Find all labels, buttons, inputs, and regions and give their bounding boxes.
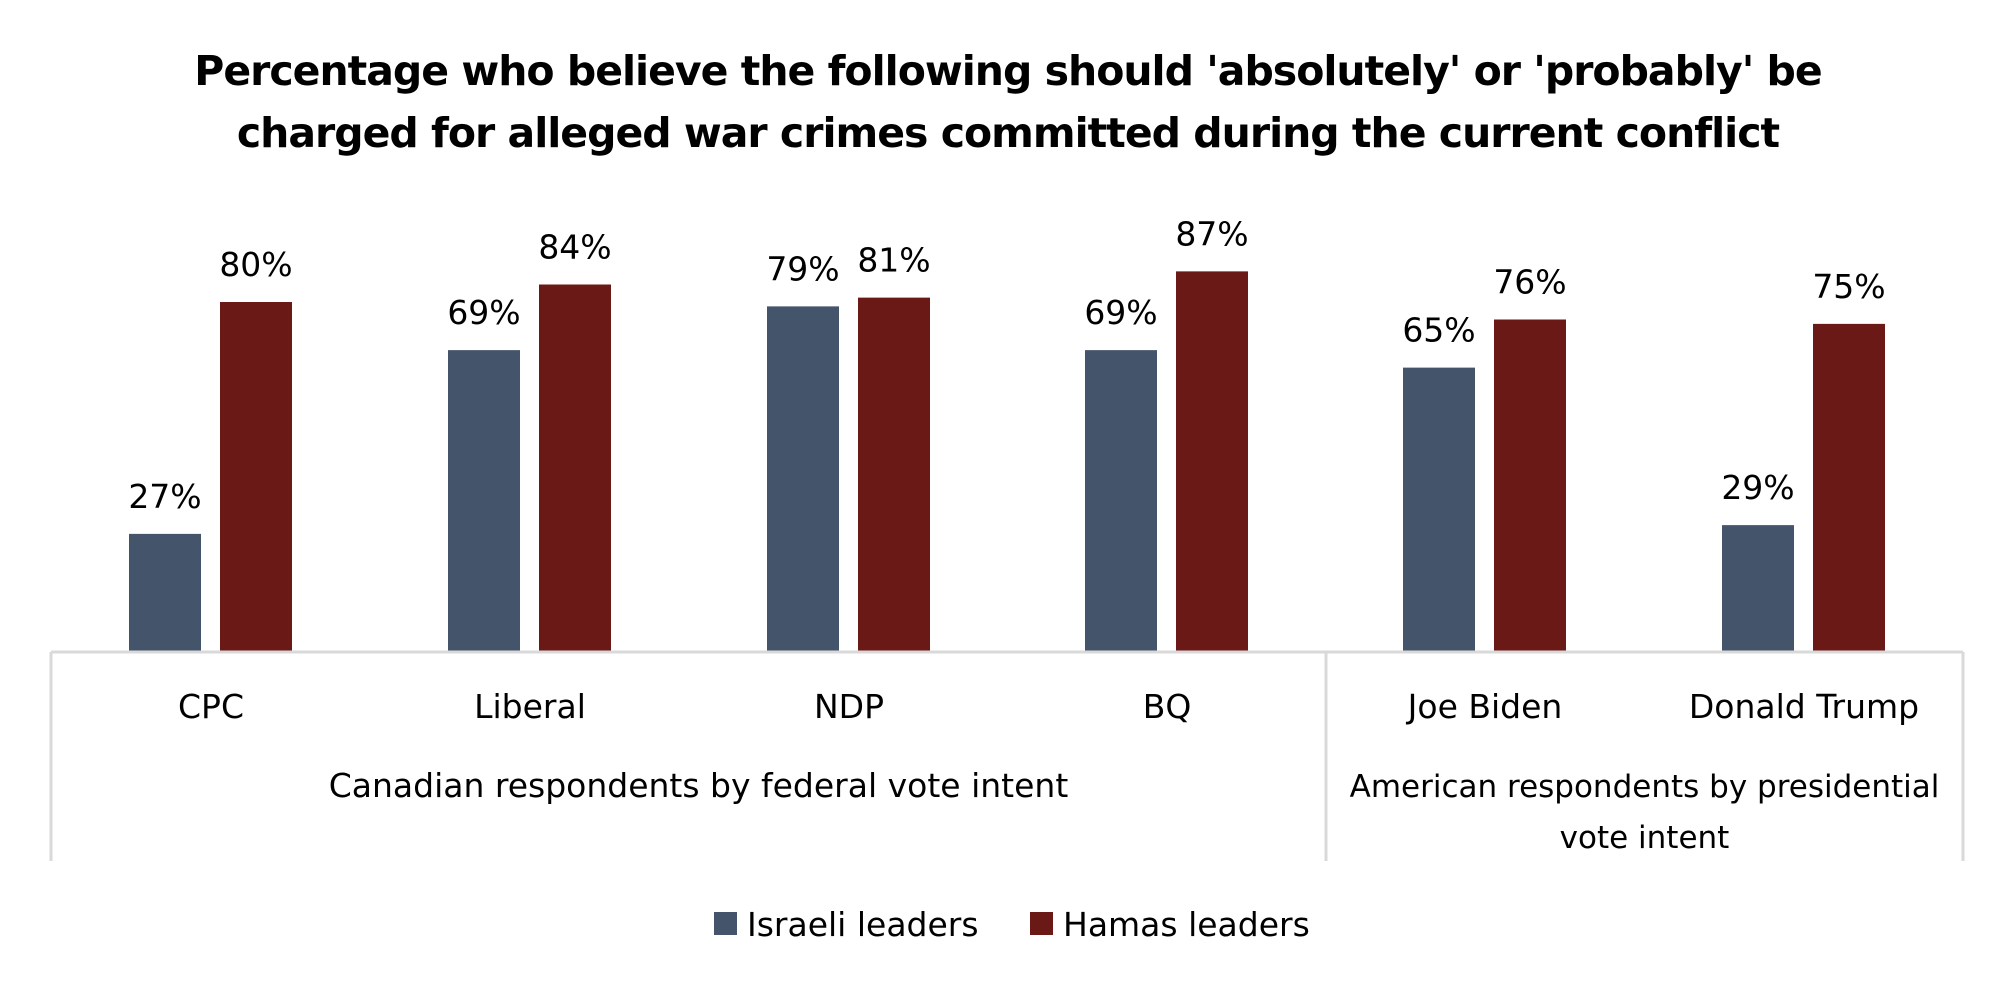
category-label: CPC xyxy=(178,687,244,726)
bar-israeli-liberal xyxy=(448,350,520,652)
bar-israeli-joe-biden xyxy=(1403,367,1475,652)
data-label: 76% xyxy=(1493,263,1566,302)
data-label: 27% xyxy=(128,477,201,516)
group-label: vote intent xyxy=(1560,820,1730,856)
chart-title: Percentage who believe the following sho… xyxy=(0,40,2016,164)
bar-israeli-bq xyxy=(1085,350,1157,652)
data-label: 29% xyxy=(1721,468,1794,507)
chart-title-line-1: Percentage who believe the following sho… xyxy=(194,47,1822,95)
group-label: Canadian respondents by federal vote int… xyxy=(329,766,1069,805)
bar-israeli-donald-trump xyxy=(1722,525,1794,652)
category-label: Liberal xyxy=(474,687,586,726)
legend-label: Israeli leaders xyxy=(747,905,979,944)
data-label: 84% xyxy=(538,228,611,267)
category-label: Donald Trump xyxy=(1689,687,1919,726)
data-label: 80% xyxy=(219,245,292,284)
bar-hamas-donald-trump xyxy=(1813,323,1885,652)
data-label: 69% xyxy=(1084,293,1157,332)
group-label: American respondents by presidential xyxy=(1350,769,1940,805)
data-label: 69% xyxy=(447,293,520,332)
bar-israeli-ndp xyxy=(767,306,839,652)
data-label: 75% xyxy=(1812,267,1885,306)
bar-hamas-bq xyxy=(1176,271,1248,652)
data-label: 87% xyxy=(1175,214,1248,253)
category-label: NDP xyxy=(814,687,884,726)
bar-hamas-joe-biden xyxy=(1494,319,1566,652)
data-label: 81% xyxy=(857,241,930,280)
legend-swatch-hamas xyxy=(1030,912,1053,935)
category-label: BQ xyxy=(1143,687,1192,726)
legend-label: Hamas leaders xyxy=(1063,905,1310,944)
legend-swatch-israeli xyxy=(714,912,737,935)
bar-hamas-cpc xyxy=(220,302,292,652)
bar-hamas-ndp xyxy=(858,297,930,652)
bar-hamas-liberal xyxy=(539,284,611,652)
chart-title-line-2: charged for alleged war crimes committed… xyxy=(236,109,1780,157)
data-label: 79% xyxy=(766,249,839,288)
data-label: 65% xyxy=(1402,311,1475,350)
bar-israeli-cpc xyxy=(129,533,201,652)
category-label: Joe Biden xyxy=(1406,687,1563,726)
